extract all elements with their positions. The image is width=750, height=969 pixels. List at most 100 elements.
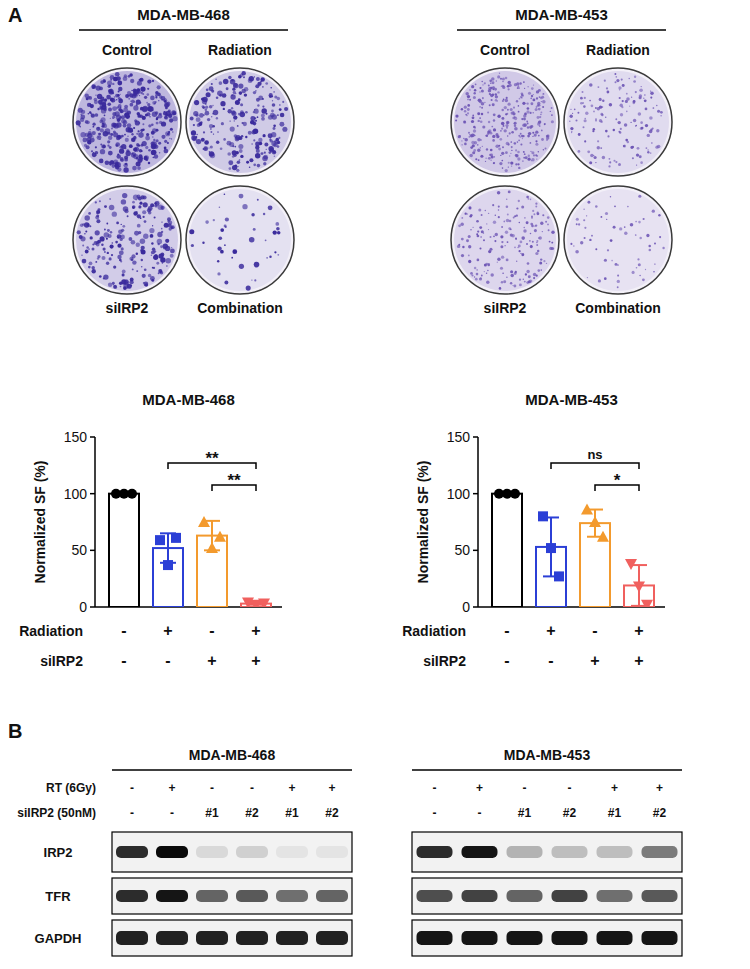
colony: [104, 229, 106, 231]
colony: [88, 96, 92, 100]
colony: [617, 264, 619, 266]
colony: [455, 119, 457, 121]
colony: [582, 102, 584, 104]
colony: [617, 275, 619, 277]
colony: [150, 96, 155, 101]
colony: [638, 112, 642, 116]
colony: [510, 228, 512, 230]
colony: [476, 273, 479, 276]
colony: [583, 219, 585, 221]
colony: [117, 234, 122, 239]
colony: [169, 118, 173, 122]
colony: [461, 238, 464, 241]
condition-value: #2: [245, 806, 259, 820]
colony: [503, 280, 506, 283]
colony: [231, 94, 233, 96]
colony: [119, 149, 124, 154]
colony: [100, 149, 105, 154]
colony: [493, 113, 496, 116]
colony: [474, 89, 477, 92]
colony: [162, 262, 163, 263]
colony: [205, 106, 208, 109]
colony: [461, 217, 463, 219]
colony: [112, 123, 116, 127]
colony: [593, 111, 595, 113]
colony: [519, 98, 521, 100]
colony: [526, 243, 528, 245]
colony: [119, 281, 122, 284]
colony: [595, 107, 597, 109]
panel-letter: B: [8, 720, 22, 742]
colony: [589, 239, 591, 241]
colony: [213, 219, 215, 221]
colony: [144, 156, 148, 160]
colony: [107, 140, 110, 143]
colony: [152, 225, 153, 226]
colony: [100, 128, 104, 132]
colony: [629, 106, 630, 107]
colony: [93, 126, 95, 128]
colony: [139, 156, 143, 160]
colony: [139, 202, 142, 205]
colony: [496, 135, 499, 138]
colony: [551, 247, 554, 250]
colony: [238, 144, 243, 149]
colony: [109, 257, 112, 260]
colony: [220, 101, 225, 106]
colony: [239, 91, 243, 95]
colony: [527, 158, 530, 161]
colony: [493, 163, 494, 164]
dish-stain: [454, 71, 556, 173]
colony: [231, 107, 233, 109]
colony: [116, 222, 119, 225]
colony: [158, 100, 159, 101]
colony: [136, 133, 138, 135]
colony: [654, 243, 656, 245]
colony: [96, 212, 98, 214]
colony: [115, 111, 120, 116]
colony: [472, 115, 474, 117]
dish-stain: [189, 189, 291, 291]
colony: [504, 106, 507, 109]
colony: [107, 252, 109, 254]
colony: [619, 104, 622, 107]
tick-label: 150: [64, 429, 88, 445]
condition-value: +: [207, 652, 216, 669]
colony: [232, 155, 235, 158]
colony: [253, 163, 256, 166]
colony: [127, 135, 129, 137]
blot-frame: [412, 878, 682, 914]
colony: [80, 132, 85, 137]
band: [462, 931, 498, 945]
band: [116, 890, 148, 902]
colony: [152, 248, 156, 252]
condition-value: -: [433, 781, 437, 795]
colony: [477, 230, 479, 232]
colony: [460, 222, 463, 225]
colony: [515, 149, 517, 151]
colony: [277, 114, 279, 116]
colony: [504, 129, 507, 132]
colony: [485, 161, 486, 162]
colony: [632, 157, 634, 159]
colony: [534, 229, 537, 232]
colony: [536, 212, 539, 215]
condition-value: -: [165, 652, 170, 669]
colony: [165, 107, 168, 110]
colony: [520, 241, 523, 244]
colony: [239, 159, 241, 161]
colony: [482, 84, 483, 85]
colony: [121, 247, 124, 250]
colony: [505, 99, 508, 102]
band: [316, 890, 348, 902]
colony: [145, 136, 150, 141]
colony: [496, 80, 497, 81]
colony: [124, 209, 128, 213]
colony: [228, 109, 232, 113]
colony: [494, 88, 497, 91]
colony: [508, 190, 511, 193]
colony: [119, 166, 121, 168]
colony: [164, 149, 169, 154]
colony: [523, 229, 526, 232]
colony: [93, 86, 95, 88]
